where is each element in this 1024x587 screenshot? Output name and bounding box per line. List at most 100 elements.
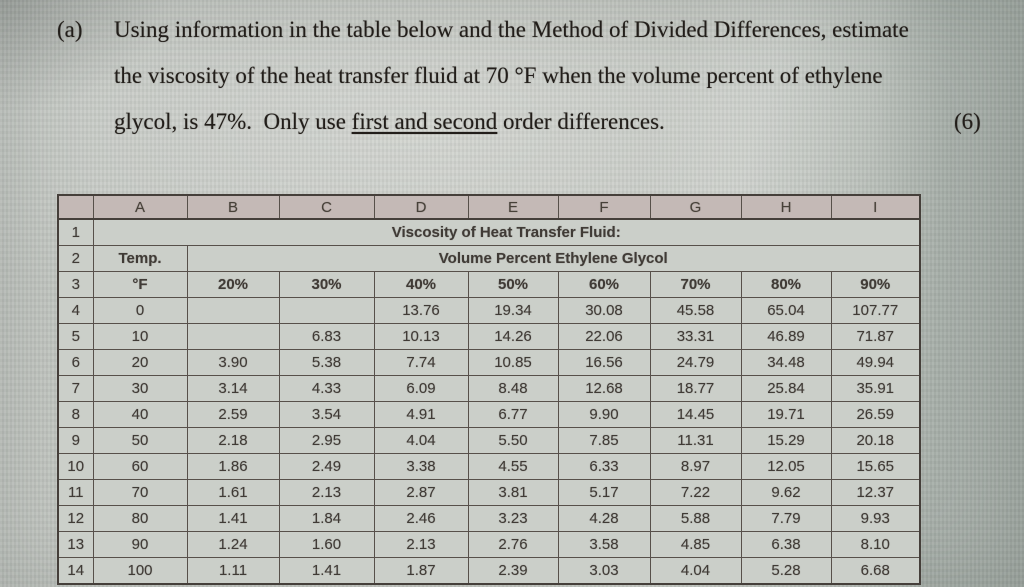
cell-G13: 4.85: [649, 531, 742, 558]
spreadsheet-region: A B C D E F G H I 1 Viscosity of Heat Transfer Flu…: [57, 194, 921, 585]
row-header-1: 1: [57, 218, 94, 246]
cell-B12: 1.41: [186, 505, 280, 532]
col-header-H: H: [740, 194, 832, 220]
table-row: 10 60 1.86 2.49 3.38 4.55 6.33 8.97 12.05 15.65: [57, 453, 921, 480]
cell-I14: 6.68: [830, 557, 921, 585]
cell-I10: 15.65: [830, 453, 921, 480]
cell-B14: 1.11: [186, 557, 280, 585]
table-row: 13 90 1.24 1.60 2.13 2.76 3.58 4.85 6.38 8.10: [57, 531, 921, 558]
cell-A5: 10: [92, 323, 188, 350]
row-header-3: 3: [57, 271, 94, 298]
problem-line-1: Using information in the table below and…: [114, 17, 909, 42]
cell-F14: 3.03: [557, 557, 651, 585]
cell-D5: 10.13: [373, 323, 469, 350]
col-header-B: B: [186, 194, 280, 220]
cell-H9: 15.29: [740, 427, 832, 454]
cell-E13: 2.76: [467, 531, 559, 558]
cell-F12: 4.28: [557, 505, 651, 532]
col-header-G: G: [649, 194, 742, 220]
cell-B5: [186, 323, 280, 350]
cell-E7: 8.48: [467, 375, 559, 402]
cell-G12: 5.88: [649, 505, 742, 532]
table-row: 6 20 3.90 5.38 7.74 10.85 16.56 24.79 34.48 49.94: [57, 349, 921, 376]
table-row: 11 70 1.61 2.13 2.87 3.81 5.17 7.22 9.62 12.37: [57, 479, 921, 506]
pct-header-G: 70%: [649, 271, 742, 298]
temp-header-cell: Temp.: [92, 245, 188, 272]
cell-I5: 71.87: [830, 323, 921, 350]
cell-F10: 6.33: [557, 453, 651, 480]
cell-C9: 2.95: [278, 427, 375, 454]
table-row: 2 Temp. Volume Percent Ethylene Glycol: [57, 245, 921, 272]
pct-header-D: 40%: [373, 271, 469, 298]
cell-I13: 8.10: [830, 531, 921, 558]
cell-C4: [278, 297, 375, 324]
problem-label: (a): [57, 17, 83, 42]
cell-I9: 20.18: [830, 427, 921, 454]
cell-E5: 14.26: [467, 323, 559, 350]
problem-line-3-post: order differences.: [497, 109, 665, 134]
cell-F9: 7.85: [557, 427, 651, 454]
cell-G9: 11.31: [649, 427, 742, 454]
cell-B9: 2.18: [186, 427, 280, 454]
spreadsheet-body: A B C D E F G H I 1 Viscosity of Heat Transfer Flu…: [57, 194, 921, 585]
table-row: 8 40 2.59 3.54 4.91 6.77 9.90 14.45 19.71 26.59: [57, 401, 921, 428]
col-header-E: E: [467, 194, 559, 220]
cell-I4: 107.77: [830, 297, 921, 324]
row-header-4: 4: [57, 297, 94, 324]
row-header-13: 13: [57, 531, 94, 558]
problem-line-3-pre: glycol, is 47%. Only use: [114, 109, 352, 134]
cell-H4: 65.04: [740, 297, 832, 324]
cell-B7: 3.14: [186, 375, 280, 402]
cell-B11: 1.61: [186, 479, 280, 506]
row-header-9: 9: [57, 427, 94, 454]
cell-D12: 2.46: [373, 505, 469, 532]
problem-line-2: the viscosity of the heat transfer fluid…: [114, 63, 883, 88]
row-header-6: 6: [57, 349, 94, 376]
cell-A9: 50: [92, 427, 188, 454]
cell-D11: 2.87: [373, 479, 469, 506]
cell-H14: 5.28: [740, 557, 832, 585]
cell-A8: 40: [92, 401, 188, 428]
cell-D14: 1.87: [373, 557, 469, 585]
cell-D6: 7.74: [373, 349, 469, 376]
cell-G10: 8.97: [649, 453, 742, 480]
cell-E6: 10.85: [467, 349, 559, 376]
cell-D9: 4.04: [373, 427, 469, 454]
table-row: 3 °F 20% 30% 40% 50% 60% 70% 80% 90%: [57, 271, 921, 298]
cell-C5: 6.83: [278, 323, 375, 350]
cell-A12: 80: [92, 505, 188, 532]
table-row: 1 Viscosity of Heat Transfer Fluid:: [57, 218, 921, 246]
col-header-I: I: [830, 194, 921, 220]
cell-G8: 14.45: [649, 401, 742, 428]
cell-C10: 2.49: [278, 453, 375, 480]
cell-C13: 1.60: [278, 531, 375, 558]
cell-I7: 35.91: [830, 375, 921, 402]
cell-H8: 19.71: [740, 401, 832, 428]
cell-D8: 4.91: [373, 401, 469, 428]
cell-I8: 26.59: [830, 401, 921, 428]
cell-E8: 6.77: [467, 401, 559, 428]
unit-header-cell: °F: [92, 271, 188, 298]
cell-H5: 46.89: [740, 323, 832, 350]
table-row: 5 10 6.83 10.13 14.26 22.06 33.31 46.89 71.87: [57, 323, 921, 350]
cell-G5: 33.31: [649, 323, 742, 350]
cell-E11: 3.81: [467, 479, 559, 506]
cell-A6: 20: [92, 349, 188, 376]
cell-A10: 60: [92, 453, 188, 480]
cell-E12: 3.23: [467, 505, 559, 532]
table-row: 9 50 2.18 2.95 4.04 5.50 7.85 11.31 15.29 20.18: [57, 427, 921, 454]
row-header-14: 14: [57, 557, 94, 585]
pct-header-C: 30%: [278, 271, 375, 298]
cell-I6: 49.94: [830, 349, 921, 376]
cell-C11: 2.13: [278, 479, 375, 506]
row-header-12: 12: [57, 505, 94, 532]
row-header-11: 11: [57, 479, 94, 506]
cell-E9: 5.50: [467, 427, 559, 454]
row-header-5: 5: [57, 323, 94, 350]
cell-H10: 12.05: [740, 453, 832, 480]
pct-header-F: 60%: [557, 271, 651, 298]
row-header-10: 10: [57, 453, 94, 480]
cell-E4: 19.34: [467, 297, 559, 324]
